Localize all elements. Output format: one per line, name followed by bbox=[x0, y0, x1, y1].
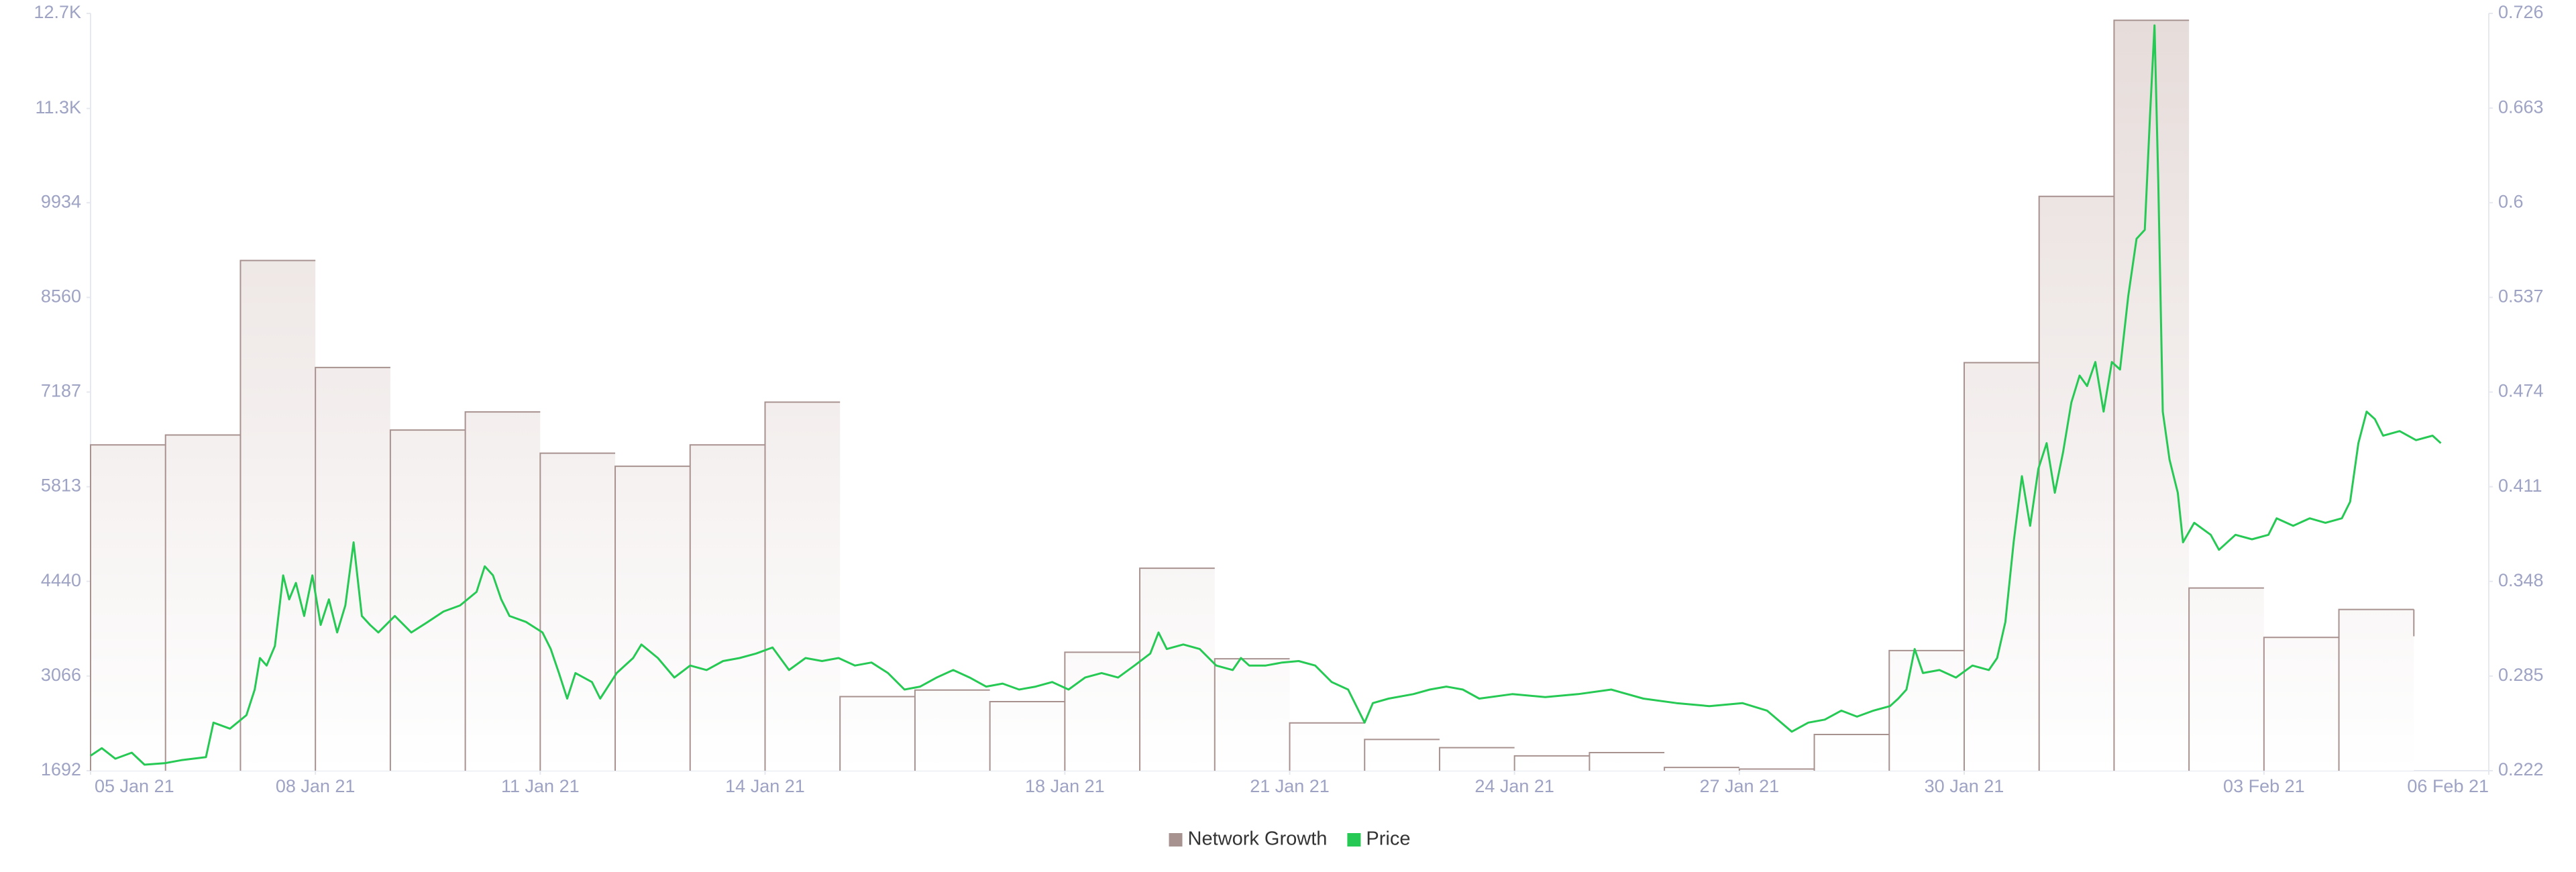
step-bar bbox=[91, 445, 166, 771]
y-tick-label: 12.7K bbox=[34, 2, 81, 22]
step-edge bbox=[164, 434, 241, 771]
step-bar bbox=[540, 453, 616, 771]
step-edge bbox=[1289, 722, 1365, 771]
y-tick-label: 4440 bbox=[41, 570, 81, 590]
step-bar bbox=[989, 701, 1065, 771]
step-bar bbox=[2039, 196, 2114, 771]
x-tick-label: 11 Jan 21 bbox=[501, 776, 580, 796]
step-edge bbox=[764, 401, 841, 771]
step-bar bbox=[165, 435, 241, 771]
x-tick-label: 21 Jan 21 bbox=[1250, 776, 1330, 796]
y2-tick-label: 0.222 bbox=[2498, 759, 2544, 779]
y2-tick-label: 0.474 bbox=[2498, 381, 2544, 401]
step-bar bbox=[914, 690, 990, 771]
step-edge bbox=[239, 260, 316, 771]
step-bar bbox=[1140, 568, 1215, 771]
step-bar bbox=[465, 412, 541, 771]
price-line bbox=[90, 24, 2442, 766]
y-tick-label: 8560 bbox=[41, 286, 81, 307]
step-edge bbox=[689, 444, 765, 771]
legend-text: Network Growth bbox=[1188, 828, 1328, 850]
step-edge bbox=[2263, 637, 2339, 771]
step-edge bbox=[989, 700, 1065, 771]
step-edge bbox=[1888, 649, 1964, 771]
step-bar bbox=[2114, 20, 2190, 771]
step-bar bbox=[1664, 767, 1739, 771]
legend-text: Price bbox=[1366, 828, 1410, 850]
step-edge bbox=[90, 444, 166, 771]
network-growth-series bbox=[90, 19, 2415, 771]
step-edge bbox=[2188, 587, 2264, 771]
x-tick-label: 18 Jan 21 bbox=[1025, 776, 1105, 796]
step-bar bbox=[390, 430, 466, 771]
step-bar bbox=[1889, 650, 1964, 771]
step-edge bbox=[1214, 658, 1290, 771]
x-tick-label: 24 Jan 21 bbox=[1474, 776, 1554, 796]
y2-tick-label: 0.663 bbox=[2498, 97, 2544, 117]
step-bar bbox=[240, 260, 316, 771]
y2-tick-label: 0.285 bbox=[2498, 665, 2544, 685]
step-bar bbox=[1964, 362, 2039, 771]
step-edge bbox=[315, 366, 390, 771]
step-edge bbox=[539, 452, 616, 771]
legend: Network Growth Price bbox=[1169, 828, 1410, 850]
step-bar bbox=[615, 466, 690, 771]
step-bar bbox=[1289, 722, 1365, 771]
y2-tick-label: 0.537 bbox=[2498, 286, 2544, 307]
step-edge bbox=[1738, 768, 1815, 771]
step-bar bbox=[1589, 752, 1665, 771]
step-edge bbox=[1963, 362, 2039, 771]
step-edge bbox=[1513, 755, 1590, 771]
step-edge bbox=[389, 429, 466, 771]
step-bar bbox=[2263, 637, 2339, 771]
step-bar bbox=[315, 367, 390, 771]
step-edge bbox=[614, 466, 690, 771]
y2-tick-label: 0.726 bbox=[2498, 2, 2544, 22]
step-edge bbox=[1064, 651, 1140, 771]
step-bar bbox=[1514, 755, 1590, 771]
step-edge bbox=[839, 696, 915, 771]
x-tick-label: 05 Jan 21 bbox=[95, 776, 174, 796]
step-bar bbox=[1065, 652, 1140, 771]
y2-tick-label: 0.6 bbox=[2498, 191, 2524, 211]
step-edge bbox=[2338, 608, 2414, 771]
y-tick-label: 7187 bbox=[41, 381, 81, 401]
legend-swatch bbox=[1169, 833, 1183, 847]
x-tick-label: 27 Jan 21 bbox=[1700, 776, 1780, 796]
step-bar bbox=[840, 696, 915, 771]
x-tick-label: 14 Jan 21 bbox=[725, 776, 805, 796]
y-tick-label: 1692 bbox=[41, 759, 81, 779]
y-tick-label: 11.3K bbox=[35, 97, 81, 117]
step-bar bbox=[1214, 659, 1290, 771]
step-edge bbox=[1364, 739, 1440, 771]
y2-tick-label: 0.348 bbox=[2498, 570, 2544, 590]
step-bar bbox=[2189, 588, 2264, 771]
y2-tick-label: 0.411 bbox=[2498, 476, 2542, 496]
x-tick-label: 06 Feb 21 bbox=[2407, 776, 2489, 796]
step-edge bbox=[1589, 751, 1665, 771]
step-bar bbox=[1364, 739, 1440, 771]
x-tick-label: 30 Jan 21 bbox=[1925, 776, 2004, 796]
step-edge bbox=[1664, 767, 1739, 771]
step-bar bbox=[1439, 747, 1515, 771]
step-edge bbox=[2113, 19, 2190, 771]
step-edge bbox=[1438, 747, 1515, 771]
x-tick-label: 08 Jan 21 bbox=[276, 776, 356, 796]
step-edge bbox=[2038, 195, 2114, 771]
step-bar bbox=[690, 445, 765, 771]
step-edge bbox=[914, 689, 990, 771]
legend-swatch bbox=[1347, 833, 1361, 847]
step-bar bbox=[765, 402, 841, 771]
step-bar bbox=[2339, 609, 2414, 771]
y-tick-label: 5813 bbox=[41, 476, 81, 496]
x-tick-label: 03 Feb 21 bbox=[2223, 776, 2305, 796]
step-edge bbox=[1813, 734, 1890, 771]
step-edge bbox=[464, 411, 541, 771]
y-tick-label: 3066 bbox=[41, 665, 81, 685]
step-bar bbox=[1814, 734, 1890, 771]
y-tick-label: 9934 bbox=[41, 191, 81, 211]
step-edge bbox=[1139, 567, 1215, 771]
